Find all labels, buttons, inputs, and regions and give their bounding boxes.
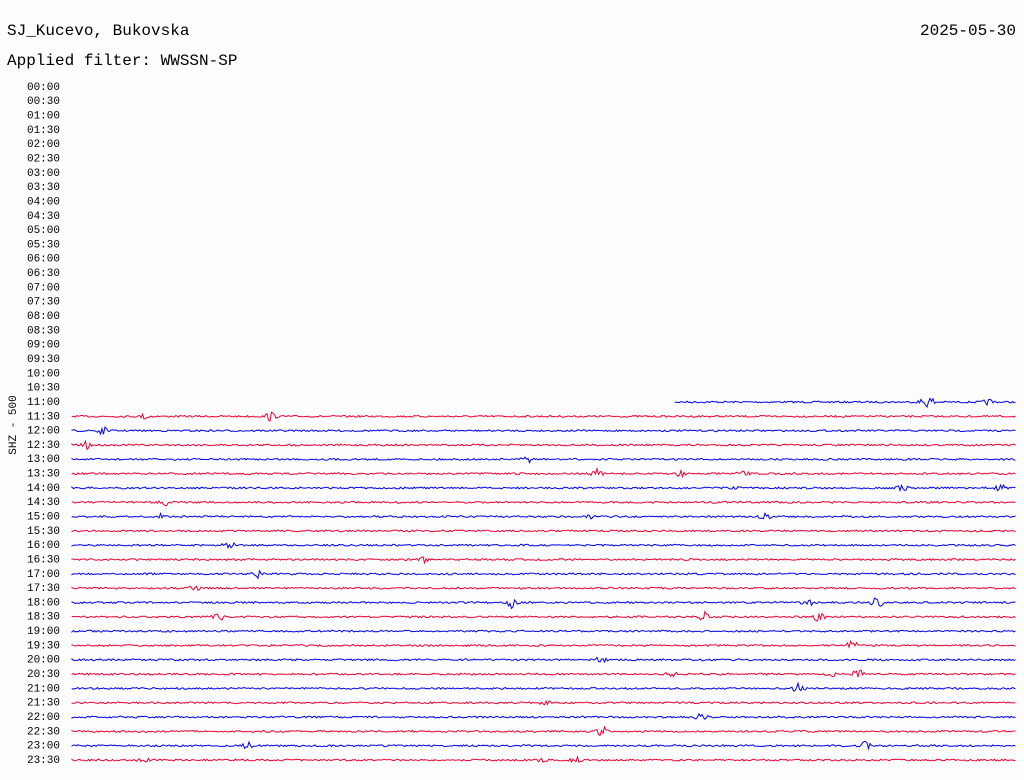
row-time-label: 09:00 <box>27 340 60 352</box>
filter-label: Applied filter: WWSSN-SP <box>7 52 237 70</box>
row-time-label: 18:30 <box>27 612 60 624</box>
row-time-label: 03:30 <box>27 182 60 194</box>
trace <box>71 712 1016 720</box>
row-time-label: 04:30 <box>27 211 60 223</box>
trace <box>71 740 1016 751</box>
row-time-label: 02:00 <box>27 139 60 151</box>
row-time-label: 20:30 <box>27 669 60 681</box>
row-time-label: 19:30 <box>27 640 60 652</box>
row-time-label: 12:30 <box>27 440 60 452</box>
channel-label: SHZ - 500 <box>8 395 20 454</box>
row-time-label: 13:30 <box>27 469 60 481</box>
row-time-label: 14:00 <box>27 483 60 495</box>
row-time-label: 08:30 <box>27 325 60 337</box>
row-time-label: 16:30 <box>27 554 60 566</box>
trace <box>71 755 1016 764</box>
row-time-label: 15:00 <box>27 512 60 524</box>
row-time-label: 13:00 <box>27 454 60 466</box>
trace <box>71 439 1016 451</box>
row-time-label: 02:30 <box>27 154 60 166</box>
row-time-label: 21:30 <box>27 698 60 710</box>
trace <box>71 725 1016 737</box>
row-time-label: 05:00 <box>27 225 60 237</box>
row-time-label: 10:30 <box>27 383 60 395</box>
trace <box>71 426 1016 436</box>
row-time-label: 00:30 <box>27 96 60 108</box>
row-time-label: 07:00 <box>27 282 60 294</box>
trace <box>71 639 1016 649</box>
row-time-label: 19:00 <box>27 626 60 638</box>
row-time-label: 12:00 <box>27 426 60 438</box>
trace <box>71 555 1016 565</box>
date: 2025-05-30 <box>920 22 1016 40</box>
row-time-label: 01:00 <box>27 111 60 123</box>
row-time-label: 10:00 <box>27 368 60 380</box>
row-time-label: 09:30 <box>27 354 60 366</box>
row-time-label: 21:00 <box>27 683 60 695</box>
row-time-label: 06:00 <box>27 254 60 266</box>
row-time-label: 22:30 <box>27 726 60 738</box>
row-time-label: 06:30 <box>27 268 60 280</box>
row-time-label: 15:30 <box>27 526 60 538</box>
station-title: SJ_Kucevo, Bukovska <box>7 22 190 40</box>
row-time-label: 04:00 <box>27 196 60 208</box>
trace <box>71 629 1016 634</box>
trace <box>71 597 1016 610</box>
row-time-label: 17:30 <box>27 583 60 595</box>
row-time-label: 14:30 <box>27 497 60 509</box>
row-time-label: 17:00 <box>27 569 60 581</box>
trace <box>71 456 1016 464</box>
row-time-label: 11:00 <box>27 397 60 409</box>
row-time-label: 05:30 <box>27 239 60 251</box>
trace <box>71 542 1016 549</box>
row-time-label: 18:00 <box>27 597 60 609</box>
trace <box>71 529 1016 533</box>
row-time-label: 22:00 <box>27 712 60 724</box>
row-time-label: 11:30 <box>27 411 60 423</box>
trace <box>71 669 1016 678</box>
row-time-label: 03:00 <box>27 168 60 180</box>
trace <box>71 411 1016 422</box>
trace <box>71 656 1016 664</box>
trace <box>674 397 1016 409</box>
row-time-label: 01:30 <box>27 125 60 137</box>
trace <box>71 585 1016 591</box>
row-time-label: 20:00 <box>27 655 60 667</box>
trace <box>71 681 1016 692</box>
row-time-label: 16:00 <box>27 540 60 552</box>
row-time-label: 08:00 <box>27 311 60 323</box>
trace <box>71 610 1016 622</box>
row-time-label: 23:30 <box>27 755 60 767</box>
trace <box>71 483 1016 493</box>
trace <box>71 511 1016 520</box>
rows: 00:00 00:30 01:00 01:30 02:00 02:30 03:00 03:30… <box>27 82 1016 767</box>
trace <box>71 466 1016 479</box>
row-time-label: 23:00 <box>27 741 60 753</box>
trace <box>71 569 1016 580</box>
row-time-label: 07:30 <box>27 297 60 309</box>
row-time-label: 00:00 <box>27 82 60 94</box>
trace <box>71 699 1016 706</box>
trace <box>71 499 1016 507</box>
